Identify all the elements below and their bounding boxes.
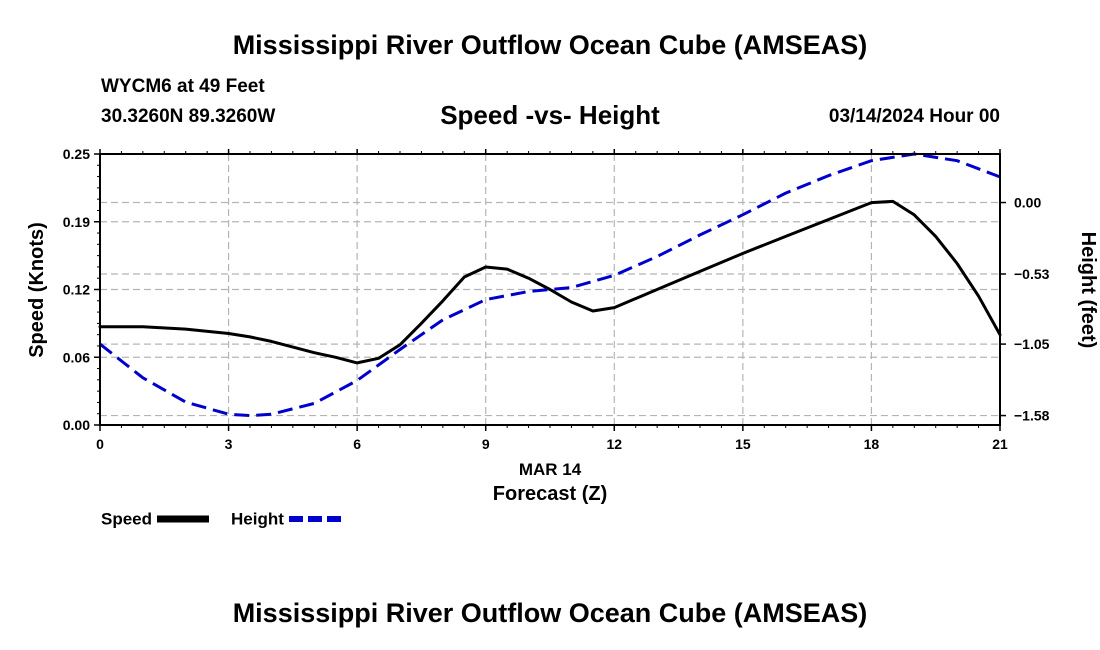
chart-subtitle: Speed -vs- Height bbox=[440, 100, 660, 130]
x-date-label: MAR 14 bbox=[519, 460, 582, 479]
x-tick-label: 9 bbox=[482, 436, 490, 452]
speed-series-line bbox=[98, 199, 1002, 365]
y-axis-title: Speed (Knots) bbox=[26, 222, 48, 358]
y-tick-label: 0.06 bbox=[63, 349, 90, 365]
height-series-line bbox=[99, 152, 1001, 418]
y2-tick-label: −1.58 bbox=[1014, 408, 1050, 424]
x-tick-label: 18 bbox=[864, 436, 880, 452]
plot-frame bbox=[99, 153, 1001, 426]
x-axis-title: Forecast (Z) bbox=[493, 483, 607, 505]
grid-layer bbox=[100, 154, 1000, 425]
x-tick-label: 3 bbox=[225, 436, 233, 452]
y-tick-label: 0.00 bbox=[63, 417, 90, 433]
forecast-datetime: 03/14/2024 Hour 00 bbox=[828, 106, 1000, 127]
station-label: WYCM6 at 49 Feet bbox=[101, 76, 265, 97]
legend-speed-swatch bbox=[156, 515, 209, 523]
legend-height: Height bbox=[231, 509, 341, 530]
y-tick-label: 0.12 bbox=[63, 282, 90, 298]
x-tick-label: 15 bbox=[735, 436, 751, 452]
station-coordinates: 30.3260N 89.3260W bbox=[101, 106, 276, 127]
legend-height-swatch bbox=[288, 516, 341, 522]
legend-speed: Speed bbox=[101, 509, 209, 530]
legend-height-label: Height bbox=[231, 509, 284, 529]
chart-main-title: Mississippi River Outflow Ocean Cube (AM… bbox=[232, 30, 868, 60]
y2-tick-label: −1.05 bbox=[1014, 336, 1050, 352]
y2-tick-label: −0.53 bbox=[1014, 266, 1050, 282]
series-layer bbox=[98, 152, 1002, 418]
y-tick-label: 0.25 bbox=[63, 146, 90, 162]
x-tick-label: 12 bbox=[606, 436, 622, 452]
y2-tick-label: 0.00 bbox=[1014, 195, 1041, 211]
x-tick-label: 0 bbox=[96, 436, 104, 452]
x-tick-label: 21 bbox=[992, 436, 1008, 452]
chart-bottom-title: Mississippi River Outflow Ocean Cube (AM… bbox=[232, 598, 868, 628]
y-tick-label: 0.19 bbox=[63, 214, 90, 230]
tick-layer: 0 3 6 9 12 15 18 21 0.00 0.06 0.12 0.19 0.25 0.00 −0.5… bbox=[63, 146, 1050, 452]
y2-axis-title: Height (feet) bbox=[1077, 232, 1099, 349]
legend-speed-label: Speed bbox=[101, 509, 153, 529]
x-tick-label: 6 bbox=[353, 436, 361, 452]
